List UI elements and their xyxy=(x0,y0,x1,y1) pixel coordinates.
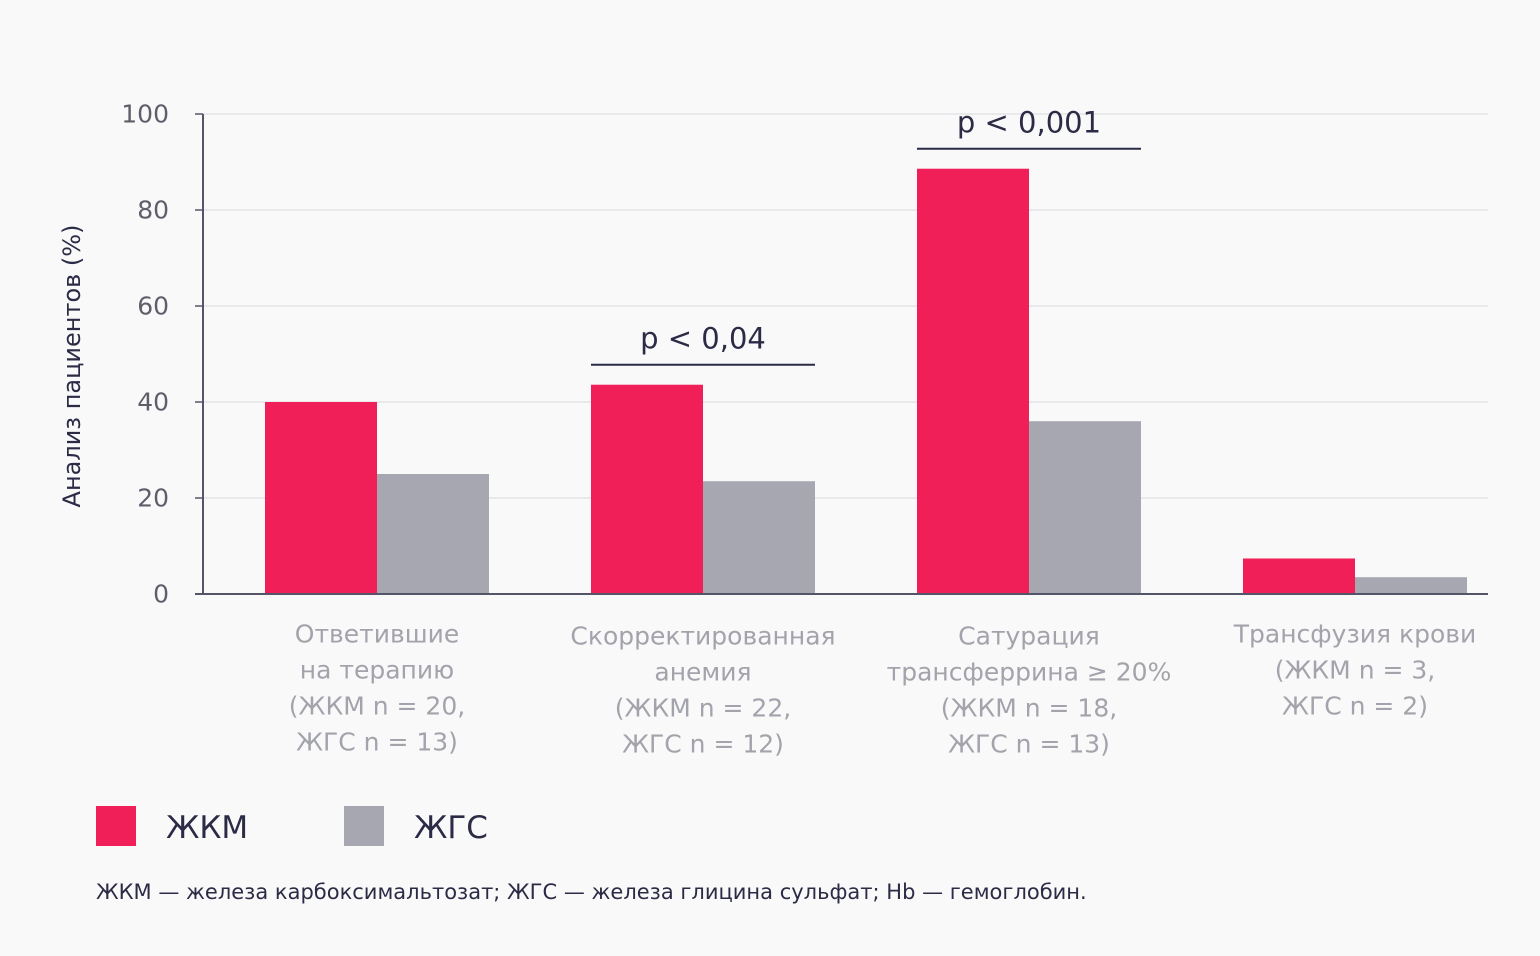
footnote: ЖКМ — железа карбоксимальтозат; ЖГС — же… xyxy=(96,880,1087,904)
bar-series2 xyxy=(1029,421,1141,594)
x-category-label-line: Сатурация xyxy=(958,622,1100,651)
y-tick-label: 60 xyxy=(137,292,169,321)
x-category-label-line: (ЖКМ n = 18, xyxy=(941,694,1117,723)
bar-series1 xyxy=(1243,558,1355,594)
legend-swatch xyxy=(344,806,384,846)
y-tick-label: 0 xyxy=(153,580,169,609)
legend-swatch xyxy=(96,806,136,846)
bar-series2 xyxy=(1355,577,1467,594)
bar-series1 xyxy=(265,402,377,594)
x-category-label-line: Скорректированная xyxy=(570,622,835,651)
x-category-label: Трансфузия крови (ЖКМ n = 3, ЖГС n = 2) xyxy=(1233,620,1477,721)
x-category-label-line: ЖГС n = 12) xyxy=(622,730,784,759)
y-tick-label: 80 xyxy=(137,196,169,225)
p-value-label: p < 0,04 xyxy=(640,322,766,356)
y-tick-label: 100 xyxy=(121,100,169,129)
x-category-label-line: трансферрина ≥ 20% xyxy=(887,658,1172,687)
bar-series2 xyxy=(377,474,489,594)
x-category-label-line: анемия xyxy=(654,658,751,687)
x-category-label-line: Трансфузия крови xyxy=(1233,620,1477,649)
p-value-label: p < 0,001 xyxy=(957,106,1101,140)
x-category-label-line: (ЖКМ n = 3, xyxy=(1275,656,1436,685)
x-category-label-line: (ЖКМ n = 22, xyxy=(615,694,791,723)
bar-series1 xyxy=(917,168,1029,594)
x-category-label-line: Ответившие xyxy=(295,620,459,649)
legend-label: ЖКМ xyxy=(166,810,248,846)
x-category-label-line: ЖГС n = 13) xyxy=(296,728,458,757)
x-category-label: Ответившие на терапию (ЖКМ n = 20, ЖГС n = … xyxy=(289,620,465,757)
bar-series1 xyxy=(591,384,703,594)
x-category-label: Скорректированная анемия (ЖКМ n = 22, ЖГС n… xyxy=(570,622,835,759)
y-tick-label: 20 xyxy=(137,484,169,513)
x-category-label-line: ЖГС n = 13) xyxy=(948,730,1110,759)
y-tick-label: 40 xyxy=(137,388,169,417)
x-category-label-line: на терапию xyxy=(300,656,454,685)
x-category-label-line: ЖГС n = 2) xyxy=(1282,692,1428,721)
x-category-label: Сатурация трансферрина ≥ 20% (ЖКМ n = 18, Ж… xyxy=(887,622,1172,759)
y-axis-label: Анализ пациентов (%) xyxy=(58,225,86,508)
legend-label: ЖГС xyxy=(414,810,488,846)
x-category-label-line: (ЖКМ n = 20, xyxy=(289,692,465,721)
bar-series2 xyxy=(703,481,815,594)
